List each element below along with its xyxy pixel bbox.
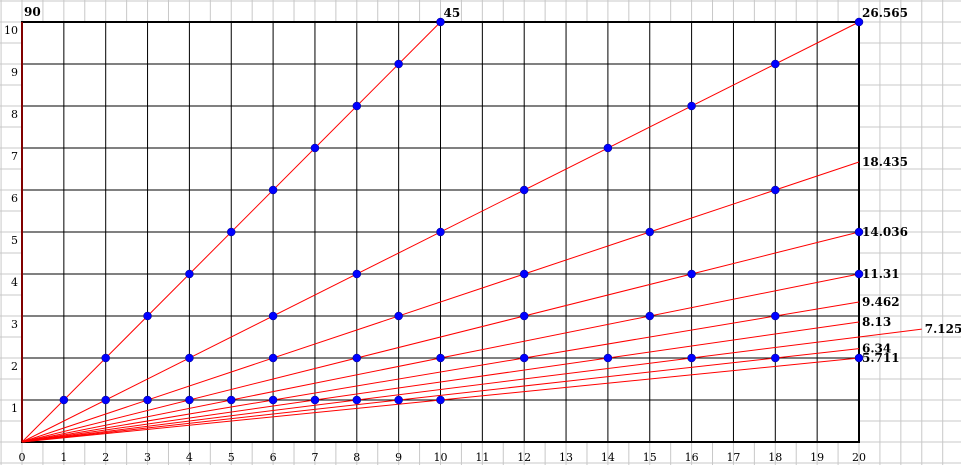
data-point <box>143 311 152 321</box>
x-tick-label: 3 <box>144 451 151 464</box>
y-tick-labels: 1 2 3 4 5 6 7 8 9 10 <box>4 24 18 415</box>
data-point <box>143 395 152 405</box>
data-point <box>436 17 445 27</box>
y-tick-label: 1 <box>11 402 18 415</box>
data-point <box>352 353 362 363</box>
data-point <box>854 353 864 363</box>
x-tick-label: 17 <box>726 451 740 464</box>
x-tick-label: 18 <box>768 451 782 464</box>
series-label: 14.036 <box>862 225 908 239</box>
x-tick-label: 6 <box>270 451 277 464</box>
y-tick-label: 3 <box>11 318 18 331</box>
data-point <box>352 395 362 405</box>
data-point <box>771 353 780 363</box>
x-tick-label: 16 <box>685 451 699 464</box>
x-tick-label: 4 <box>186 451 193 464</box>
data-point <box>101 353 110 363</box>
series-line <box>21 321 860 443</box>
data-point <box>310 143 320 153</box>
x-tick-label: 11 <box>475 451 489 464</box>
data-point <box>268 311 278 321</box>
data-point <box>436 353 445 363</box>
series-label: 18.435 <box>862 155 908 169</box>
y-tick-label: 6 <box>11 192 18 205</box>
series-label: 7.125 <box>925 322 961 336</box>
series-labels: 90 45 26.565 18.435 14.036 11.31 9.462 8.13 7.12… <box>24 5 961 365</box>
series-points <box>59 17 864 405</box>
series-label: 8.13 <box>862 315 891 329</box>
x-tick-label: 5 <box>228 451 235 464</box>
x-tick-label: 10 <box>434 451 448 464</box>
series-label: 9.462 <box>862 295 900 309</box>
data-point <box>268 353 278 363</box>
data-point <box>352 269 362 279</box>
data-point <box>310 395 320 405</box>
data-point <box>519 311 529 321</box>
data-point <box>185 353 194 363</box>
data-point <box>687 353 696 363</box>
x-tick-label: 0 <box>19 451 26 464</box>
data-point <box>394 395 403 405</box>
data-point <box>603 143 613 153</box>
data-point <box>227 227 236 237</box>
series-line <box>21 328 922 443</box>
series-label: 11.31 <box>862 267 900 281</box>
x-tick-label: 15 <box>643 451 657 464</box>
data-point <box>185 395 194 405</box>
data-point <box>268 395 278 405</box>
y-tick-label: 4 <box>11 276 18 289</box>
data-point <box>854 17 864 27</box>
series-line <box>21 301 860 443</box>
y-tick-label: 9 <box>11 66 18 79</box>
series-label: 26.565 <box>862 6 908 20</box>
x-tick-label: 12 <box>517 451 531 464</box>
data-point <box>394 311 403 321</box>
data-point <box>771 311 780 321</box>
x-tick-label: 19 <box>810 451 824 464</box>
series-label: 90 <box>24 5 41 19</box>
data-point <box>185 269 194 279</box>
x-tick-label: 14 <box>601 451 615 464</box>
data-point <box>101 395 110 405</box>
series-line <box>21 231 860 443</box>
data-point <box>771 185 780 195</box>
data-point <box>687 269 696 279</box>
x-tick-labels: 0 1 2 3 4 5 6 7 8 9 10 11 12 13 14 15 16 17 18 19 20 <box>19 451 867 464</box>
series-label: 6.34 <box>862 342 891 356</box>
data-point <box>394 59 403 69</box>
data-point <box>771 59 780 69</box>
data-point <box>268 185 278 195</box>
data-point <box>519 353 529 363</box>
y-tick-label: 10 <box>4 24 18 37</box>
y-tick-label: 8 <box>11 108 18 121</box>
data-point <box>519 185 529 195</box>
data-point <box>687 101 696 111</box>
series-label: 45 <box>444 6 461 20</box>
x-tick-label: 8 <box>353 451 360 464</box>
data-point <box>436 395 445 405</box>
data-point <box>227 395 236 405</box>
data-point <box>645 311 654 321</box>
data-point <box>59 395 69 405</box>
data-point <box>645 227 654 237</box>
data-point <box>603 353 613 363</box>
x-tick-label: 13 <box>559 451 573 464</box>
data-point <box>436 227 445 237</box>
y-tick-label: 5 <box>11 234 18 247</box>
data-point <box>519 269 529 279</box>
series-line <box>21 161 860 443</box>
x-tick-label: 1 <box>60 451 67 464</box>
y-tick-label: 7 <box>11 150 18 163</box>
x-tick-label: 9 <box>395 451 402 464</box>
data-point <box>854 269 864 279</box>
x-tick-label: 2 <box>102 451 109 464</box>
series-line <box>21 348 860 443</box>
y-tick-label: 2 <box>11 360 18 373</box>
x-tick-label: 20 <box>852 451 866 464</box>
x-tick-label: 7 <box>311 451 318 464</box>
data-point <box>352 101 362 111</box>
data-point <box>854 227 864 237</box>
series-label: 5.711 <box>862 351 900 365</box>
